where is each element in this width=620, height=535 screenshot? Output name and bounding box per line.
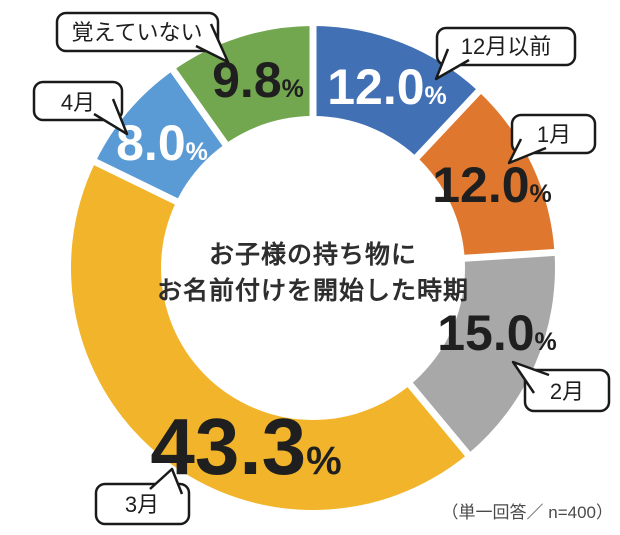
callout-february-tail bbox=[511, 360, 550, 394]
callout-march-tail bbox=[149, 467, 184, 495]
callout-february: 2月 bbox=[511, 360, 611, 413]
callout-remember-none: 覚えていない bbox=[55, 11, 230, 64]
survey-note: （単一回答／ n=400） bbox=[442, 503, 613, 522]
callout-remember-none-tail bbox=[195, 23, 230, 64]
callout-february-box bbox=[523, 368, 611, 413]
chart-title-line1: お子様の持ち物に bbox=[209, 241, 417, 269]
value-label-1: 12.0% bbox=[432, 157, 552, 213]
callout-april-label: 4月 bbox=[61, 90, 95, 115]
callout-april: 4月 bbox=[32, 80, 129, 136]
callout-january: 1月 bbox=[507, 113, 597, 165]
callout-remember-none-box bbox=[55, 11, 220, 53]
callout-before-december-tail bbox=[434, 48, 470, 81]
chart-title-line2: お名前付けを開始した時期 bbox=[157, 276, 469, 305]
callout-before-december-box bbox=[435, 26, 577, 67]
callout-before-december: 12月以前 bbox=[434, 26, 577, 81]
callout-april-tail bbox=[93, 98, 129, 136]
callout-january-label: 1月 bbox=[537, 122, 571, 147]
callout-march-label: 3月 bbox=[125, 492, 159, 517]
callout-before-december-label: 12月以前 bbox=[461, 34, 551, 59]
callout-remember-none-label: 覚えていない bbox=[72, 20, 203, 45]
callout-february-label: 2月 bbox=[550, 379, 584, 404]
callout-january-tail bbox=[507, 138, 547, 165]
callout-march: 3月 bbox=[94, 467, 191, 526]
callout-march-box bbox=[94, 482, 191, 526]
donut-hole bbox=[161, 116, 465, 420]
